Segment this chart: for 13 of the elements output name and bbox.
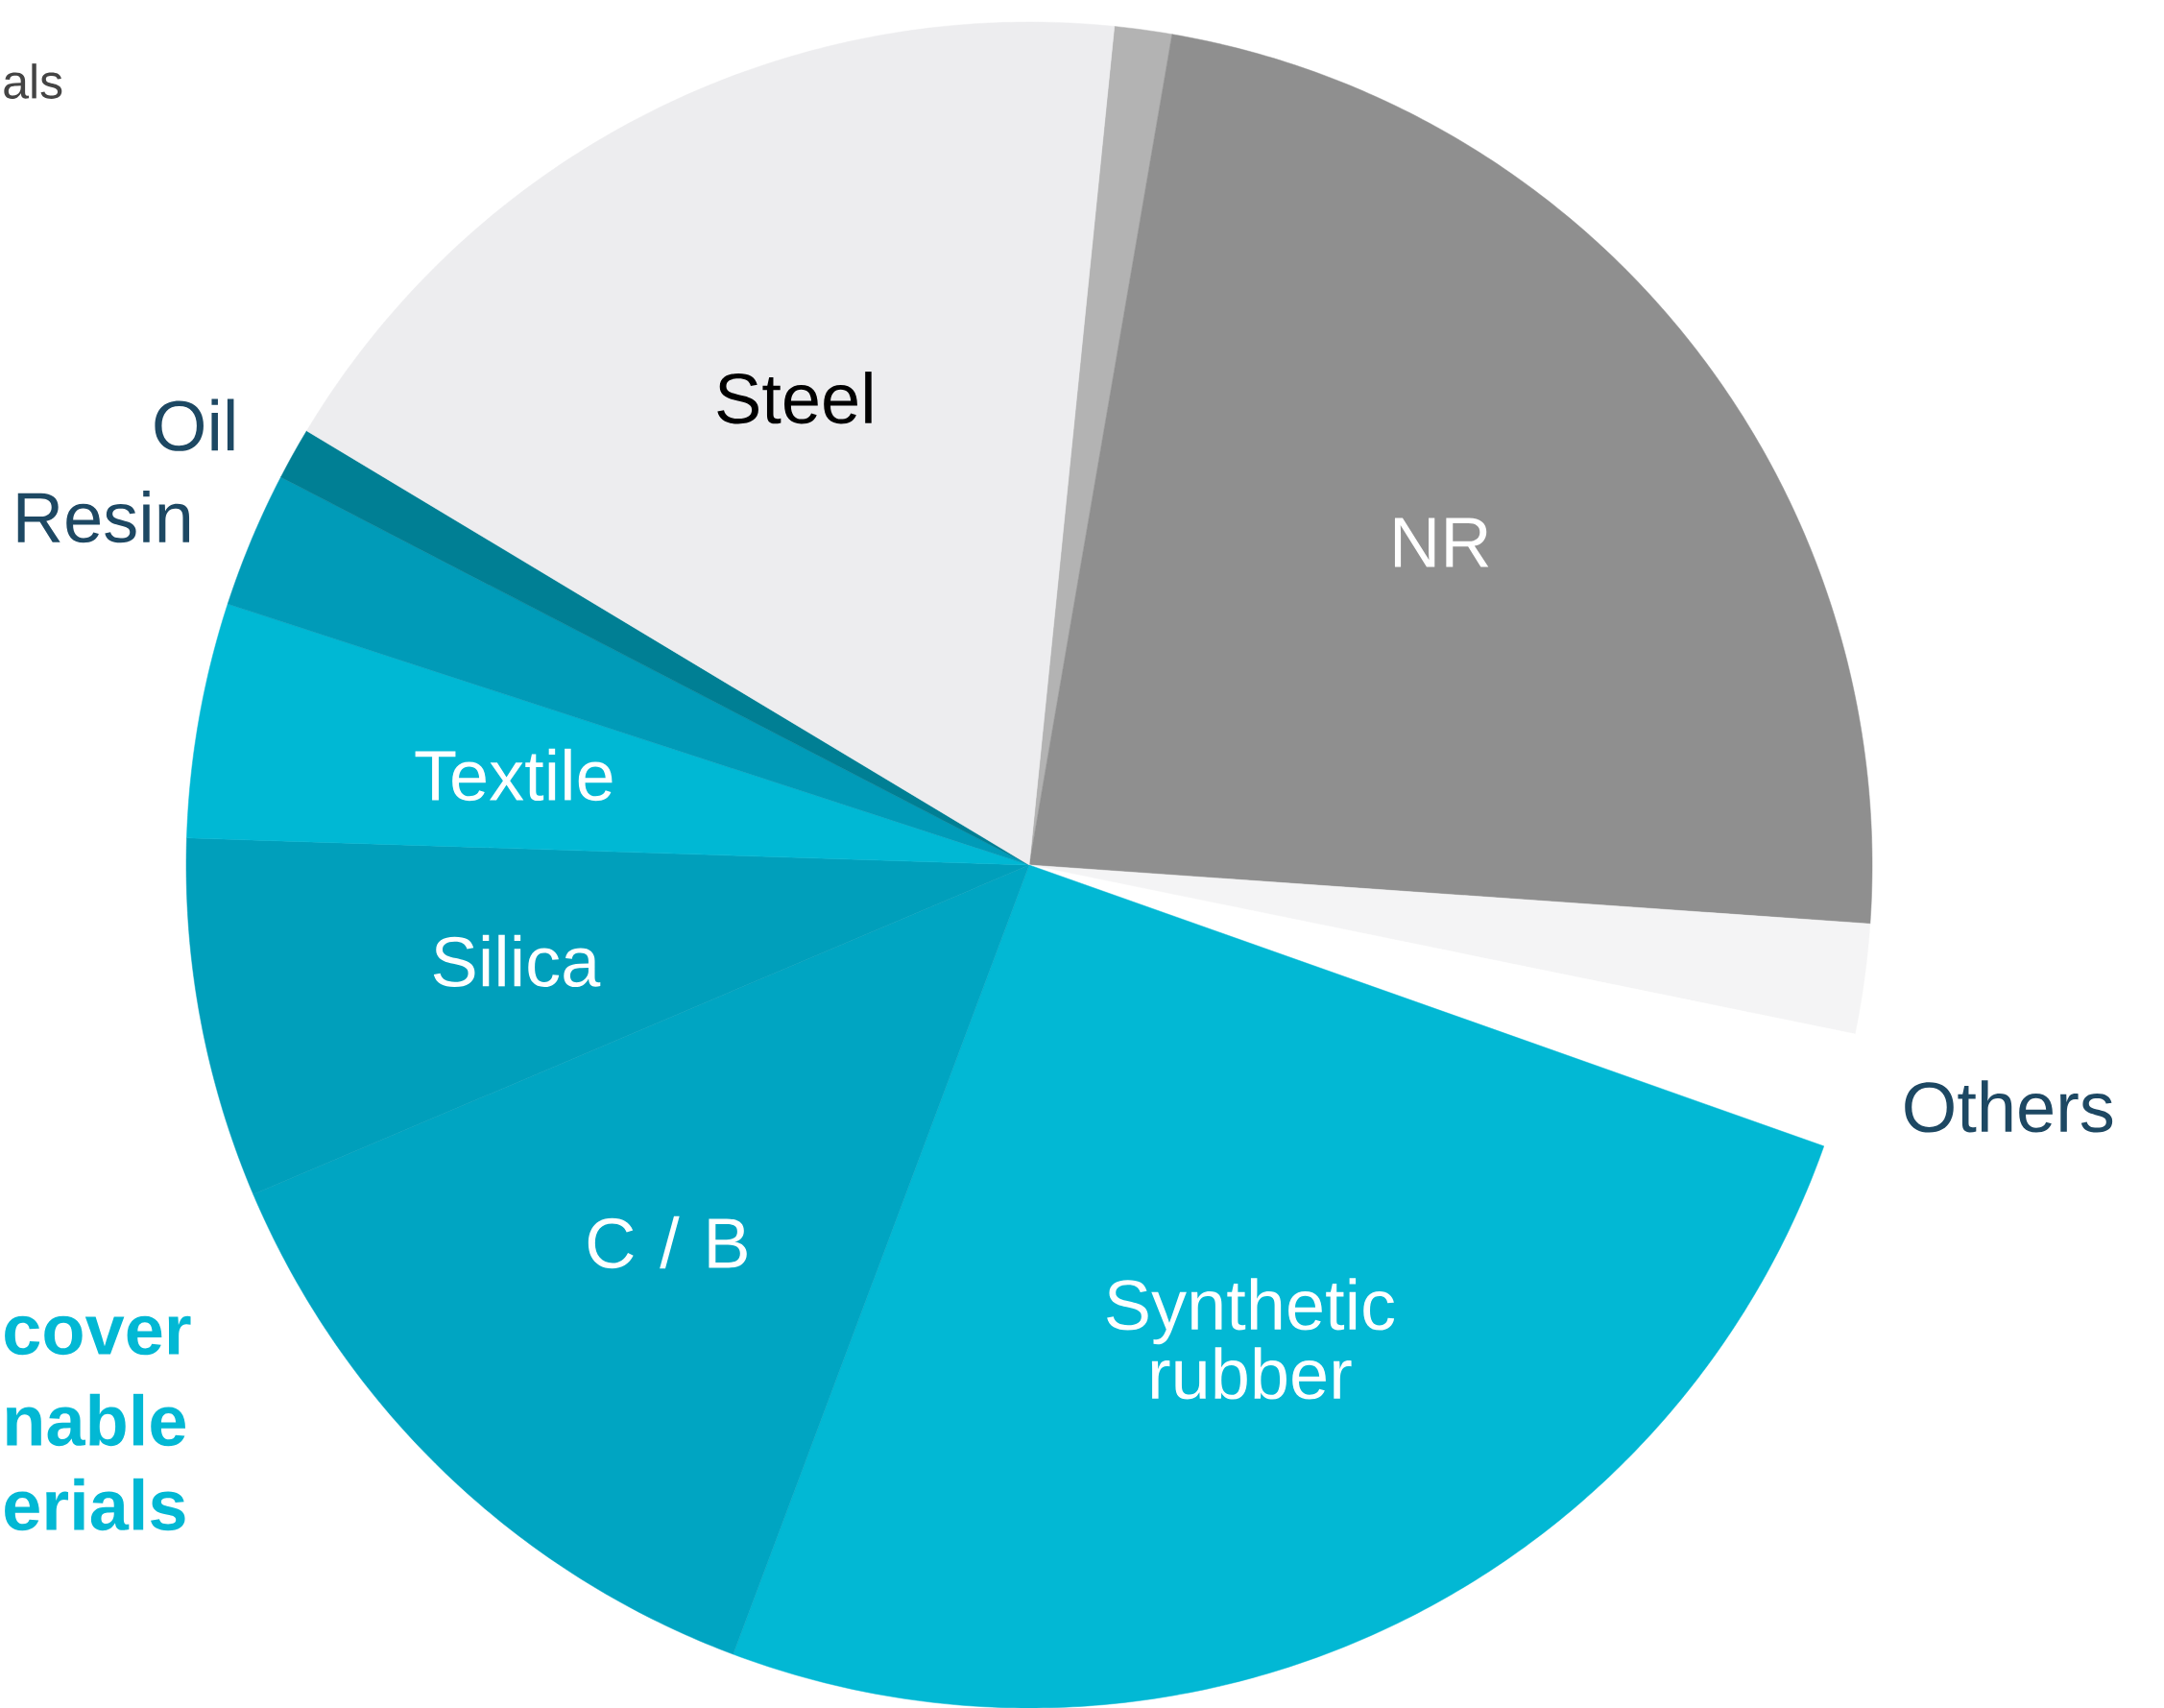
slice-label: Oil xyxy=(155,398,234,451)
slice-label: Others xyxy=(1905,1080,2113,1133)
slice-label: Resin xyxy=(17,490,190,543)
text: als xyxy=(4,63,62,99)
slice-label: NR xyxy=(1394,517,1489,567)
slice-label: Silica xyxy=(433,934,601,987)
text: erials xyxy=(5,1478,185,1531)
text: nable xyxy=(7,1393,185,1447)
slice-label: Textile xyxy=(415,748,613,802)
slice-label: Steel xyxy=(717,371,872,424)
text: cover xyxy=(5,1315,191,1356)
slice-label: C / B xyxy=(588,1215,747,1269)
slice-label: Synthetic rubber xyxy=(1107,1278,1395,1400)
